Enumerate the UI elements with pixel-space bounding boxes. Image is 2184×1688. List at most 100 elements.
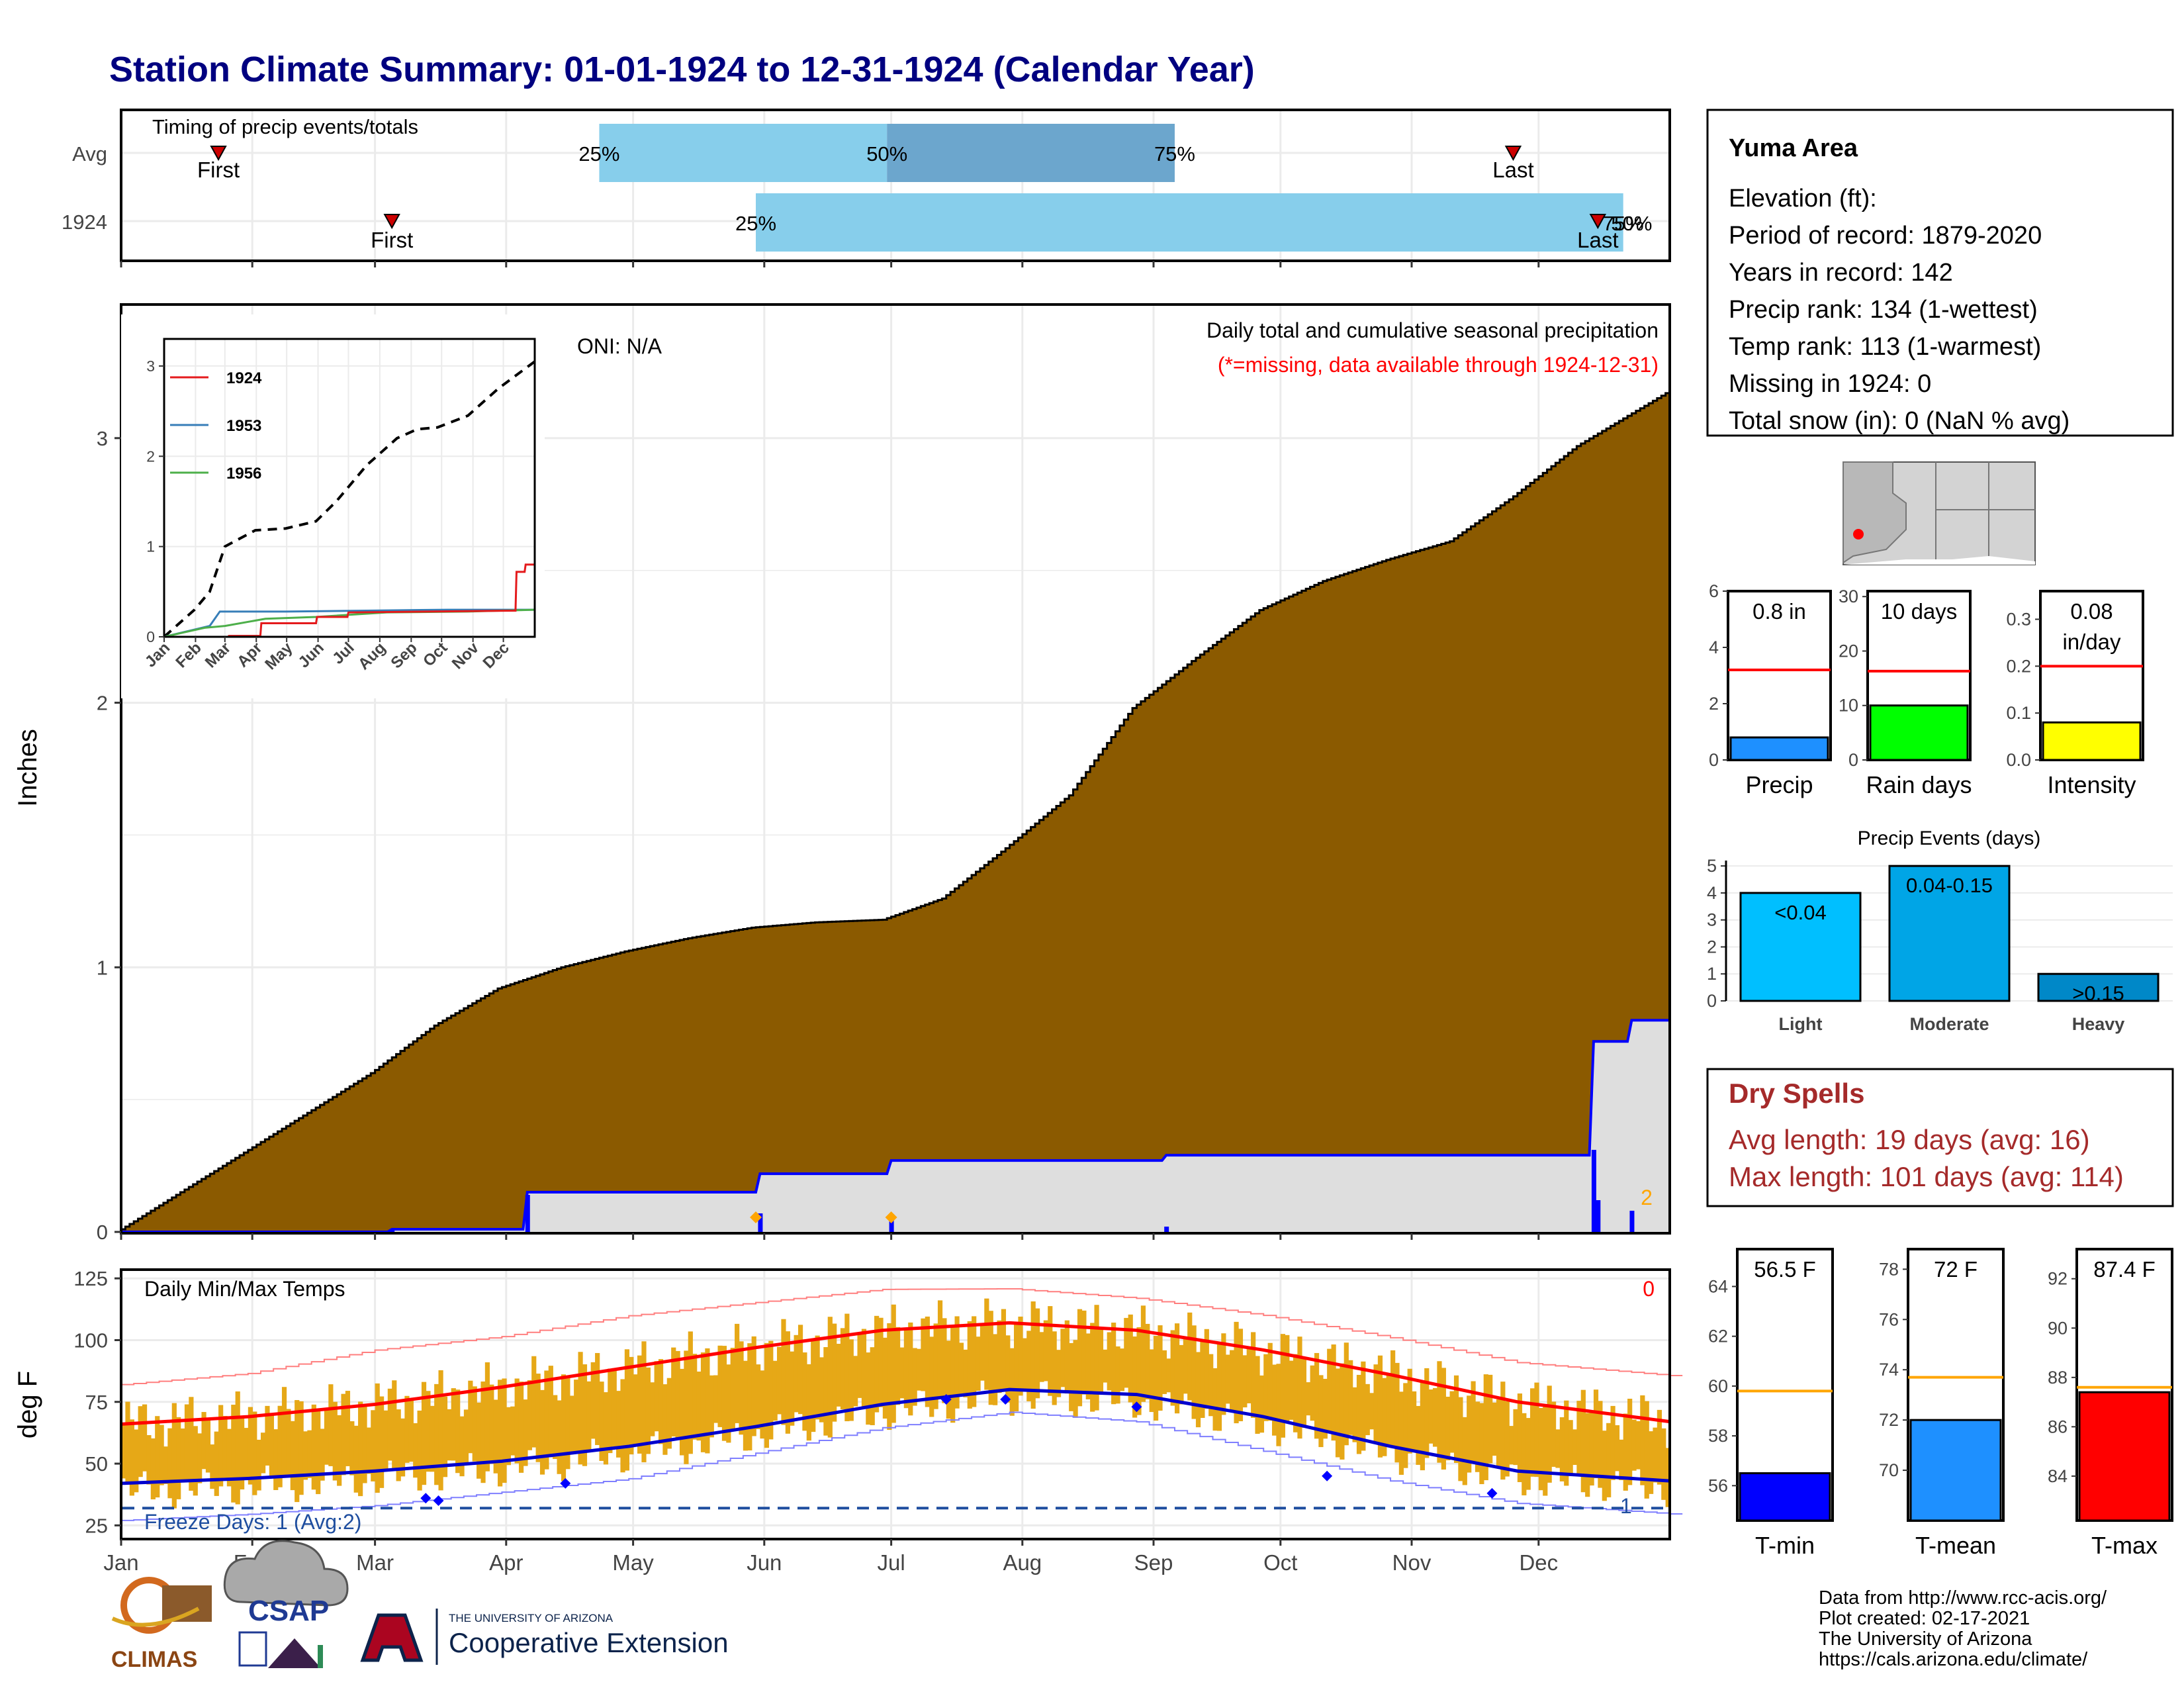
timing-year-last-marker <box>1589 214 1607 230</box>
precip-summary-0-frame <box>1727 590 1832 761</box>
daily-temp-bar <box>794 1335 799 1413</box>
daily-precip-bar <box>889 1219 894 1232</box>
daily-temp-bar <box>193 1426 198 1496</box>
daily-temp-bar <box>925 1316 930 1407</box>
daily-temp-bar <box>963 1349 968 1397</box>
daily-temp-bar <box>328 1384 334 1466</box>
daily-temp-bar <box>438 1370 443 1491</box>
month-tick-label: Apr <box>489 1550 523 1575</box>
precip-panel: 0 1 2 3 Inches ONI: N/A Daily total and cum… <box>13 303 1671 1244</box>
csap-logo: CSAP <box>223 1540 349 1668</box>
temp-summary-2-label: T-max <box>2091 1532 2158 1559</box>
credit-line-3: The University of Arizona <box>1819 1628 2032 1650</box>
daily-temp-bar <box>527 1380 532 1450</box>
daily-temp-bar <box>743 1360 749 1451</box>
precip-summary-2-label: Intensity <box>2047 771 2136 798</box>
daily-temp-bar <box>1551 1401 1557 1467</box>
events-bar <box>1888 865 2011 1002</box>
daily-temp-bar <box>1386 1374 1391 1446</box>
daily-temp-bar <box>1225 1354 1230 1404</box>
temp-summary-1-ytick-label: 78 <box>1879 1259 1899 1279</box>
month-tick-label: Mar <box>356 1550 394 1575</box>
daily-temp-bar <box>608 1368 613 1454</box>
events-bar-label: >0.15 <box>2072 982 2124 1005</box>
precip-summary-2-ytick-label: 0.1 <box>2006 703 2031 723</box>
daily-temp-bar <box>1052 1331 1057 1405</box>
daily-temp-bar <box>1132 1336 1138 1418</box>
daily-temp-bar <box>1398 1391 1404 1475</box>
daily-temp-bar <box>1483 1374 1488 1481</box>
daily-temp-bar <box>827 1317 833 1438</box>
daily-temp-bar <box>1640 1395 1645 1485</box>
temp-panel: 25 50 75 100 125 Daily Min/Max Temps 0 Freez… <box>13 1267 1683 1575</box>
daily-temp-bar <box>557 1400 562 1474</box>
dry-spells-box: Dry Spells Avg length: 19 days (avg: 16)… <box>1706 1068 2174 1207</box>
daily-temp-bar <box>1407 1368 1412 1454</box>
daily-temp-bar <box>1589 1413 1594 1486</box>
timing-year-bar <box>756 193 1623 252</box>
daily-temp-bar <box>553 1395 558 1460</box>
precip-summary-2-bar <box>2042 721 2142 761</box>
daily-temp-bar <box>332 1401 338 1481</box>
daily-temp-bar <box>1356 1374 1362 1454</box>
daily-temp-bar <box>1488 1374 1493 1464</box>
daily-temp-bar <box>1500 1382 1506 1480</box>
daily-temp-bar <box>1056 1350 1062 1397</box>
daily-temp-bar <box>341 1393 346 1476</box>
daily-temp-bar <box>1043 1320 1048 1382</box>
daily-temp-bar <box>921 1318 926 1391</box>
daily-temp-bar <box>1161 1350 1167 1394</box>
inset-legend-label: 1924 <box>226 369 262 387</box>
daily-temp-bar <box>404 1395 410 1463</box>
precip-summary-0-ytick-label: 0 <box>1709 750 1719 770</box>
daily-temp-bar <box>218 1405 224 1487</box>
daily-temp-bar <box>210 1444 215 1489</box>
daily-temp-bar <box>895 1327 901 1405</box>
record-low-marker <box>1486 1487 1498 1499</box>
daily-temp-bar <box>1441 1368 1446 1470</box>
daily-temp-bar <box>316 1411 321 1495</box>
temp-summary-1-ytick-label: 70 <box>1879 1460 1899 1480</box>
daily-temp-bar <box>790 1351 795 1426</box>
events-bar-label: <0.04 <box>1774 901 1826 924</box>
temp-corner-count: 0 <box>1643 1277 1655 1301</box>
daily-temp-bar <box>1534 1382 1539 1477</box>
events-ytick-label: 4 <box>1707 883 1717 903</box>
daily-temp-bar <box>1191 1325 1197 1419</box>
daily-temp-bar <box>1018 1316 1023 1396</box>
precip-summary-1-ytick-label: 0 <box>1848 750 1858 770</box>
daily-precip-bar <box>1629 1211 1635 1232</box>
inset-ytick-label: 0 <box>146 628 155 645</box>
daily-temp-bar <box>1352 1387 1357 1442</box>
precip-summary-1-value: 10 days <box>1881 599 1958 624</box>
daily-temp-bar <box>950 1325 956 1423</box>
cumulative-1924-line <box>121 1019 1670 1233</box>
daily-temp-bar <box>1014 1323 1019 1412</box>
daily-temp-bar <box>768 1340 774 1440</box>
precip-summary-1-bar <box>1869 704 1969 761</box>
daily-temp-bar <box>967 1321 972 1409</box>
daily-temp-bar <box>375 1383 380 1493</box>
temp-summary-0-label: T-min <box>1755 1532 1815 1559</box>
credit-line-2: Plot created: 02-17-2021 <box>1819 1608 2030 1629</box>
daily-temp-bar <box>1174 1323 1180 1414</box>
oni-label: ONI: N/A <box>577 334 662 358</box>
daily-temp-bar <box>222 1416 228 1478</box>
daily-temp-bar <box>1424 1368 1430 1458</box>
daily-temp-bar <box>1331 1344 1336 1441</box>
daily-temp-bar <box>899 1347 905 1399</box>
ua-logo: THE UNIVERSITY OF ARIZONA Cooperative Ex… <box>360 1609 729 1665</box>
daily-temp-bar <box>1060 1329 1066 1387</box>
daily-temp-bar <box>721 1346 727 1441</box>
daily-temp-bar <box>929 1336 934 1417</box>
events-category-label: Heavy <box>2072 1014 2125 1034</box>
daily-temp-bar <box>1267 1342 1273 1421</box>
month-tick-label: Oct <box>1263 1550 1297 1575</box>
station-line-years: Years in record: 142 <box>1729 259 1953 287</box>
daily-temp-bar <box>1289 1360 1294 1420</box>
record-low-marker <box>940 1394 952 1405</box>
timing-avg-50-label: 50% <box>866 142 907 165</box>
daily-temp-bar <box>1445 1396 1451 1460</box>
daily-temp-bar <box>171 1403 177 1509</box>
